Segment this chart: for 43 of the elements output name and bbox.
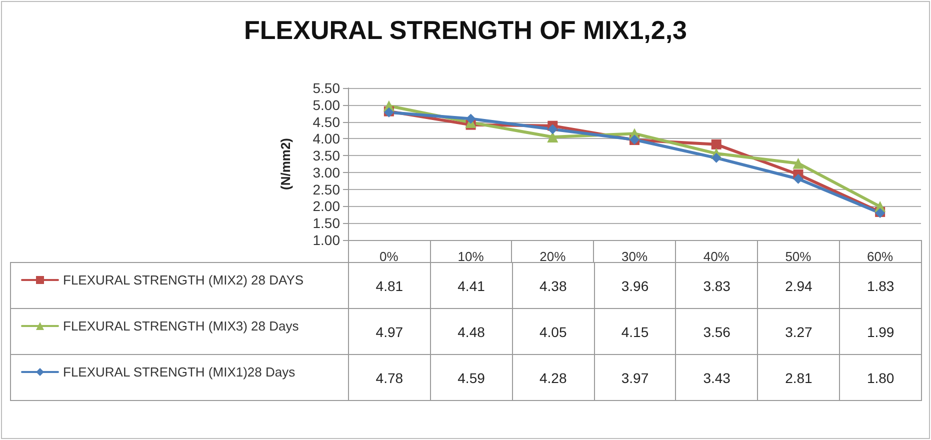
y-tick-label: 5.50: [312, 80, 340, 96]
y-tick-label: 4.00: [312, 130, 340, 147]
data-label: 4.41: [458, 278, 485, 294]
x-tick-label: 0%: [380, 249, 399, 264]
y-tick-label: 3.50: [312, 148, 340, 164]
data-label: 1.80: [839, 354, 922, 401]
y-tick-label: 5.00: [312, 96, 340, 113]
x-tick-label: 10%: [458, 249, 484, 264]
data-label: 4.48: [430, 308, 513, 355]
y-tick-label: 3.00: [312, 164, 340, 180]
legend-label: FLEXURAL STRENGTH (MIX1)28 Days: [63, 364, 296, 380]
data-label: 3.56: [675, 308, 758, 355]
x-tick-label: 50%: [785, 249, 812, 264]
legend-label: FLEXURAL STRENGTH (MIX2) 28 DAYS: [63, 272, 304, 288]
data-label: 4.97: [348, 308, 431, 355]
legend-label: FLEXURAL STRENGTH (MIX3) 28 Days: [63, 318, 300, 334]
data-label: 1.83: [866, 278, 894, 294]
data-label: 4.05: [512, 308, 595, 355]
y-tick-label: 1.00: [312, 232, 340, 248]
data-label: 4.78: [348, 354, 431, 401]
y-tick-label: 1.50: [312, 215, 340, 232]
y-axis-title: (N/mm2): [278, 138, 293, 190]
x-tick-label: 40%: [703, 249, 730, 264]
data-label: 3.83: [703, 278, 730, 294]
data-label: 2.94: [785, 278, 812, 294]
data-label: 4.28: [512, 354, 595, 401]
x-tick-label: 20%: [540, 249, 566, 264]
data-label: 3.27: [757, 308, 840, 355]
y-tick-label: 2.50: [312, 181, 340, 198]
data-label: 4.59: [430, 354, 513, 401]
data-label: 1.99: [839, 308, 922, 355]
data-label: 2.81: [757, 354, 840, 401]
data-label: 4.38: [540, 278, 567, 294]
data-label: 3.97: [594, 354, 676, 401]
chart-title: FLEXURAL STRENGTH OF MIX1,2,3: [244, 15, 688, 45]
y-tick-label: 2.00: [312, 198, 340, 214]
data-label: 4.15: [594, 308, 676, 355]
data-label: 3.43: [675, 354, 758, 401]
data-label: 3.96: [621, 278, 649, 294]
y-tick-label: 4.50: [312, 114, 340, 130]
data-label: 4.81: [376, 278, 404, 294]
x-tick-label: 30%: [621, 249, 648, 264]
x-tick-label: 60%: [867, 249, 894, 264]
